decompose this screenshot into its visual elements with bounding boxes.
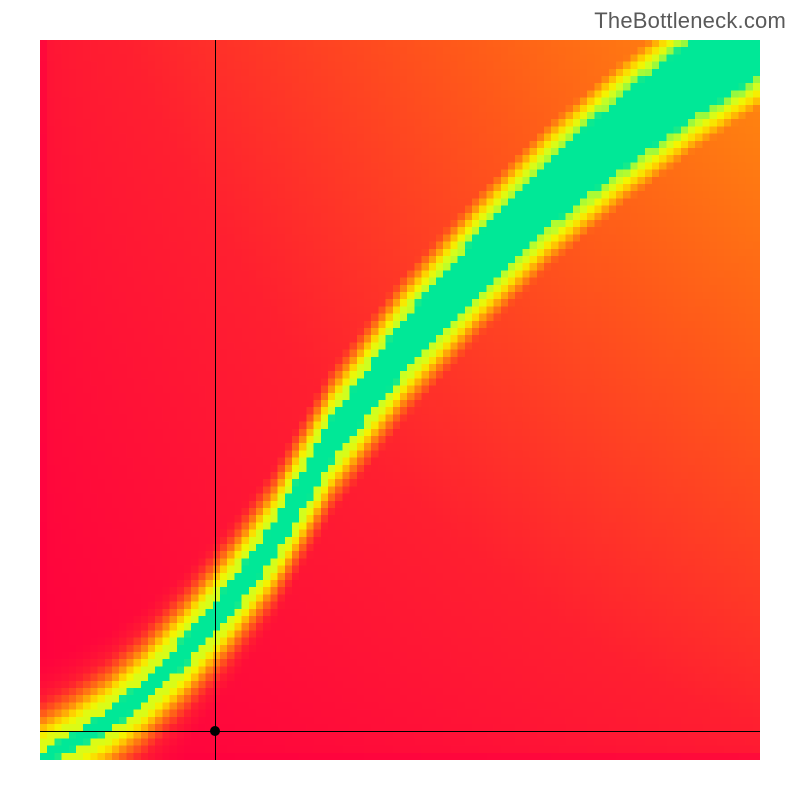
figure-container: TheBottleneck.com	[0, 0, 800, 800]
watermark-text: TheBottleneck.com	[594, 8, 786, 34]
heatmap-canvas	[40, 40, 760, 760]
heatmap-plot	[40, 40, 760, 760]
